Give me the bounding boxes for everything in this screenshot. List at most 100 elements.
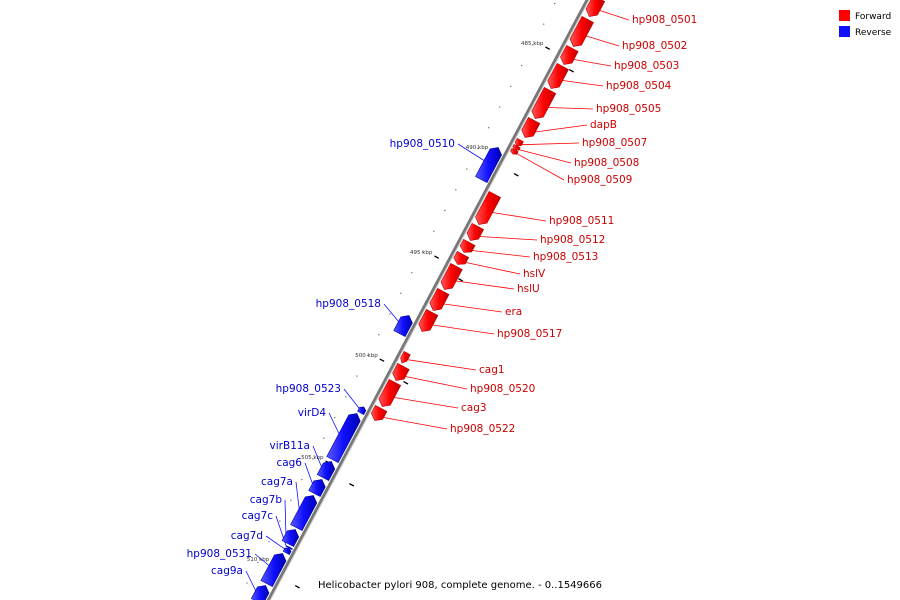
leader-hslu (456, 280, 515, 290)
minor-tick (345, 396, 347, 398)
leader-cag7d (265, 535, 285, 550)
gene-hp908-0505 (531, 86, 557, 119)
gene-label-hp908-0512: hp908_0512 (540, 234, 605, 246)
gene-label-hslu: hslU (517, 283, 540, 295)
gene-label-cag7d: cag7d (231, 530, 263, 542)
gene-label-hp908-0505: hp908_0505 (596, 103, 661, 115)
gene-hp908-0511 (475, 190, 502, 225)
minor-tick (312, 458, 314, 460)
minor-tick (400, 292, 402, 294)
gene-features (250, 0, 606, 600)
gene-hp908-0504 (547, 62, 569, 89)
gene-dapb (521, 116, 541, 138)
genome-caption: Helicobacter pylori 908, complete genome… (318, 580, 602, 591)
minor-tick (367, 354, 369, 356)
leader-hp908-0520 (405, 376, 468, 390)
gene-label-hp908-0503: hp908_0503 (614, 60, 679, 72)
tick-mark-right (349, 483, 355, 487)
gene-hslu (440, 262, 463, 290)
minor-tick (246, 582, 248, 584)
gene-label-hp908-0517: hp908_0517 (497, 328, 562, 340)
leader-hp908-0501 (599, 10, 630, 21)
legend-label-reverse: Reverse (855, 28, 892, 38)
gene-hp908-0520 (392, 362, 410, 381)
gene-hp908-0518 (393, 315, 413, 338)
leader-vird4 (328, 412, 340, 434)
leader-hp908-0508 (519, 149, 572, 164)
leader-hp908-0504 (562, 80, 604, 87)
minor-tick (411, 272, 413, 274)
gene-label-cag7a: cag7a (261, 476, 293, 488)
gene-cag7c (285, 545, 293, 551)
leader-era (443, 303, 503, 313)
minor-tick (268, 541, 270, 543)
minor-tick (510, 85, 512, 87)
leader-hp908-0507 (521, 142, 580, 146)
leader-virb11a (312, 445, 322, 467)
gene-cag7d (282, 547, 292, 556)
tick-mark-right (457, 278, 464, 282)
gene-cag7a (290, 495, 318, 532)
gene-hp908-0517 (418, 308, 439, 332)
leader-cag3 (394, 397, 459, 409)
tick-label: 495 kbp (410, 250, 433, 256)
gene-label-cag7b: cag7b (250, 494, 283, 506)
genome-backbone (266, 0, 590, 600)
gene-cag7b (281, 529, 300, 548)
gene-label-hp908-0522: hp908_0522 (450, 423, 515, 435)
gene-label-cag9a: cag9a (211, 565, 243, 577)
gene-labels: hp908_0501 hp908_0502 hp908_0503 hp908_0504… (187, 14, 698, 577)
tick-label: 505 kbp (301, 455, 324, 461)
legend-swatch-forward (839, 10, 850, 21)
gene-label-hp908-0518: hp908_0518 (316, 298, 381, 310)
gene-label-hp908-0509: hp908_0509 (567, 174, 632, 186)
gene-hp908-0502 (569, 15, 594, 47)
tick-label: 490 kbp (466, 145, 489, 151)
gene-label-hp908-0511: hp908_0511 (549, 215, 614, 227)
leader-cag6 (304, 462, 313, 484)
gene-label-hp908-0520: hp908_0520 (470, 383, 535, 395)
gene-virb11a (316, 461, 336, 482)
leader-dapb (535, 124, 588, 133)
tick-mark-right (294, 585, 300, 589)
gene-label-hp908-0507: hp908_0507 (582, 137, 647, 149)
leader-hp908-0511 (492, 212, 547, 222)
gene-hp908-0531 (260, 553, 287, 588)
tick-mark-right (403, 381, 409, 385)
minor-tick (455, 189, 457, 191)
leader-cag7a (295, 481, 300, 509)
gene-label-hp908-0531: hp908_0531 (187, 548, 252, 560)
gene-label-cag3: cag3 (461, 402, 487, 414)
minor-tick (532, 44, 534, 46)
label-leader-lines (245, 10, 630, 591)
leader-hp908-0503 (573, 59, 612, 67)
legend-swatch-reverse (839, 26, 850, 37)
gene-label-cag1: cag1 (479, 364, 505, 376)
leader-hslv (465, 262, 521, 275)
gene-label-dapb: dapB (590, 119, 617, 131)
gene-label-era: era (505, 306, 522, 318)
gene-hp908-0510 (475, 147, 502, 184)
minor-tick (444, 209, 446, 212)
tick-label: 500 kbp (355, 353, 378, 359)
gene-hp908-0503 (560, 44, 579, 65)
minor-tick (290, 499, 292, 501)
gene-hp908-0513 (459, 238, 476, 253)
gene-era (429, 287, 450, 311)
minor-tick (389, 313, 391, 315)
leader-hp908-0513 (472, 250, 531, 258)
leader-hp908-0510 (457, 143, 485, 161)
gene-label-hp908-0502: hp908_0502 (622, 40, 687, 52)
gene-label-hp908-0501: hp908_0501 (632, 14, 697, 26)
gene-label-hp908-0508: hp908_0508 (574, 157, 639, 169)
leader-cag1 (407, 359, 477, 371)
gene-label-cag7c: cag7c (242, 510, 274, 522)
gene-label-hp908-0523: hp908_0523 (276, 383, 341, 395)
gene-label-cag6: cag6 (276, 457, 302, 469)
minor-ticks (246, 2, 556, 584)
minor-tick (301, 479, 303, 481)
minor-tick (323, 437, 325, 439)
leader-cag9a (245, 570, 256, 591)
minor-tick (554, 2, 556, 5)
legend: Forward Reverse (839, 10, 892, 38)
